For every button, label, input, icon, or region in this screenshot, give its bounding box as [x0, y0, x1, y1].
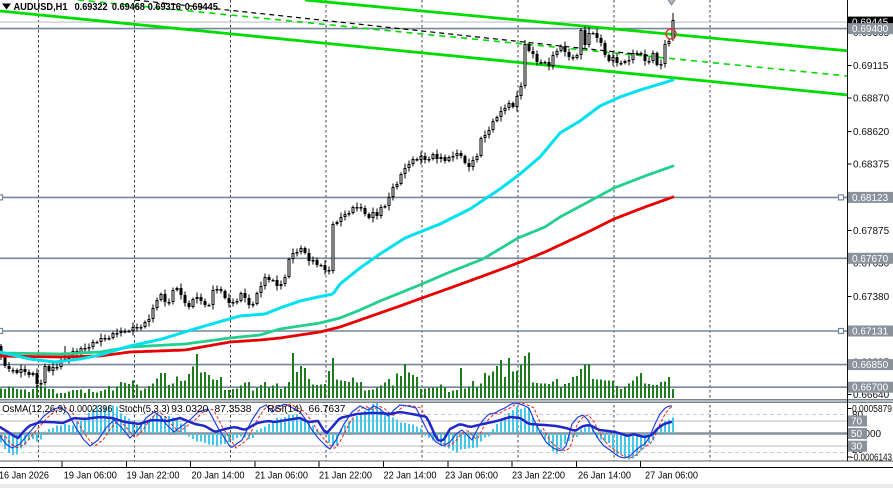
svg-text:AUDUSD,H1: AUDUSD,H1	[14, 2, 68, 13]
svg-text:70: 70	[851, 417, 863, 428]
svg-text:0.68123: 0.68123	[852, 193, 889, 204]
svg-text:0.67875: 0.67875	[853, 226, 890, 237]
svg-text:0.0005879: 0.0005879	[852, 404, 892, 415]
svg-text:OsMA(12,26,9): OsMA(12,26,9)	[2, 404, 66, 415]
svg-text:21 Jan 06:00: 21 Jan 06:00	[255, 470, 308, 481]
svg-text:23 Jan 22:00: 23 Jan 22:00	[512, 470, 565, 481]
svg-text:20 Jan 14:00: 20 Jan 14:00	[192, 470, 245, 481]
svg-text:30: 30	[851, 442, 863, 453]
svg-text:19 Jan 22:00: 19 Jan 22:00	[127, 470, 180, 481]
svg-text:19 Jan 06:00: 19 Jan 06:00	[64, 470, 117, 481]
svg-text:0.67670: 0.67670	[852, 254, 889, 265]
svg-text:0.66700: 0.66700	[852, 383, 889, 394]
svg-text:0.69445: 0.69445	[185, 2, 218, 13]
svg-text:0.69316: 0.69316	[148, 2, 181, 13]
svg-text:87.3538: 87.3538	[215, 404, 252, 415]
svg-text:RSI(14): RSI(14)	[267, 404, 302, 415]
svg-text:0.69322: 0.69322	[75, 2, 108, 13]
svg-text:0.67131: 0.67131	[852, 327, 889, 338]
svg-text:50: 50	[851, 429, 863, 440]
svg-text:0.69468: 0.69468	[112, 2, 145, 13]
svg-text:0.66640: 0.66640	[853, 390, 890, 401]
svg-text:0.69115: 0.69115	[853, 61, 889, 72]
svg-text:21 Jan 22:00: 21 Jan 22:00	[319, 470, 372, 481]
svg-text:0.68870: 0.68870	[853, 94, 890, 105]
svg-text:66.7637: 66.7637	[309, 404, 346, 415]
svg-text:26 Jan 14:00: 26 Jan 14:00	[578, 470, 631, 481]
svg-text:23 Jan 06:00: 23 Jan 06:00	[445, 470, 498, 481]
svg-text:0.69400: 0.69400	[852, 24, 889, 35]
svg-text:Stoch(5,3,3): Stoch(5,3,3)	[119, 404, 170, 415]
svg-text:22 Jan 14:00: 22 Jan 14:00	[384, 470, 437, 481]
svg-text:0.68375: 0.68375	[853, 160, 890, 171]
svg-text:0.66850: 0.66850	[852, 360, 889, 371]
svg-text:-0.0006143: -0.0006143	[851, 452, 892, 463]
svg-text:93.0320: 93.0320	[171, 404, 208, 415]
svg-text:27 Jan 06:00: 27 Jan 06:00	[645, 470, 698, 481]
svg-text:0.67630: 0.67630	[853, 259, 890, 270]
svg-text:16 Jan 2026: 16 Jan 2026	[0, 470, 49, 481]
svg-text:0.68620: 0.68620	[853, 127, 890, 138]
svg-text:0.67380: 0.67380	[853, 292, 890, 303]
svg-text:0.0002396: 0.0002396	[69, 404, 112, 415]
